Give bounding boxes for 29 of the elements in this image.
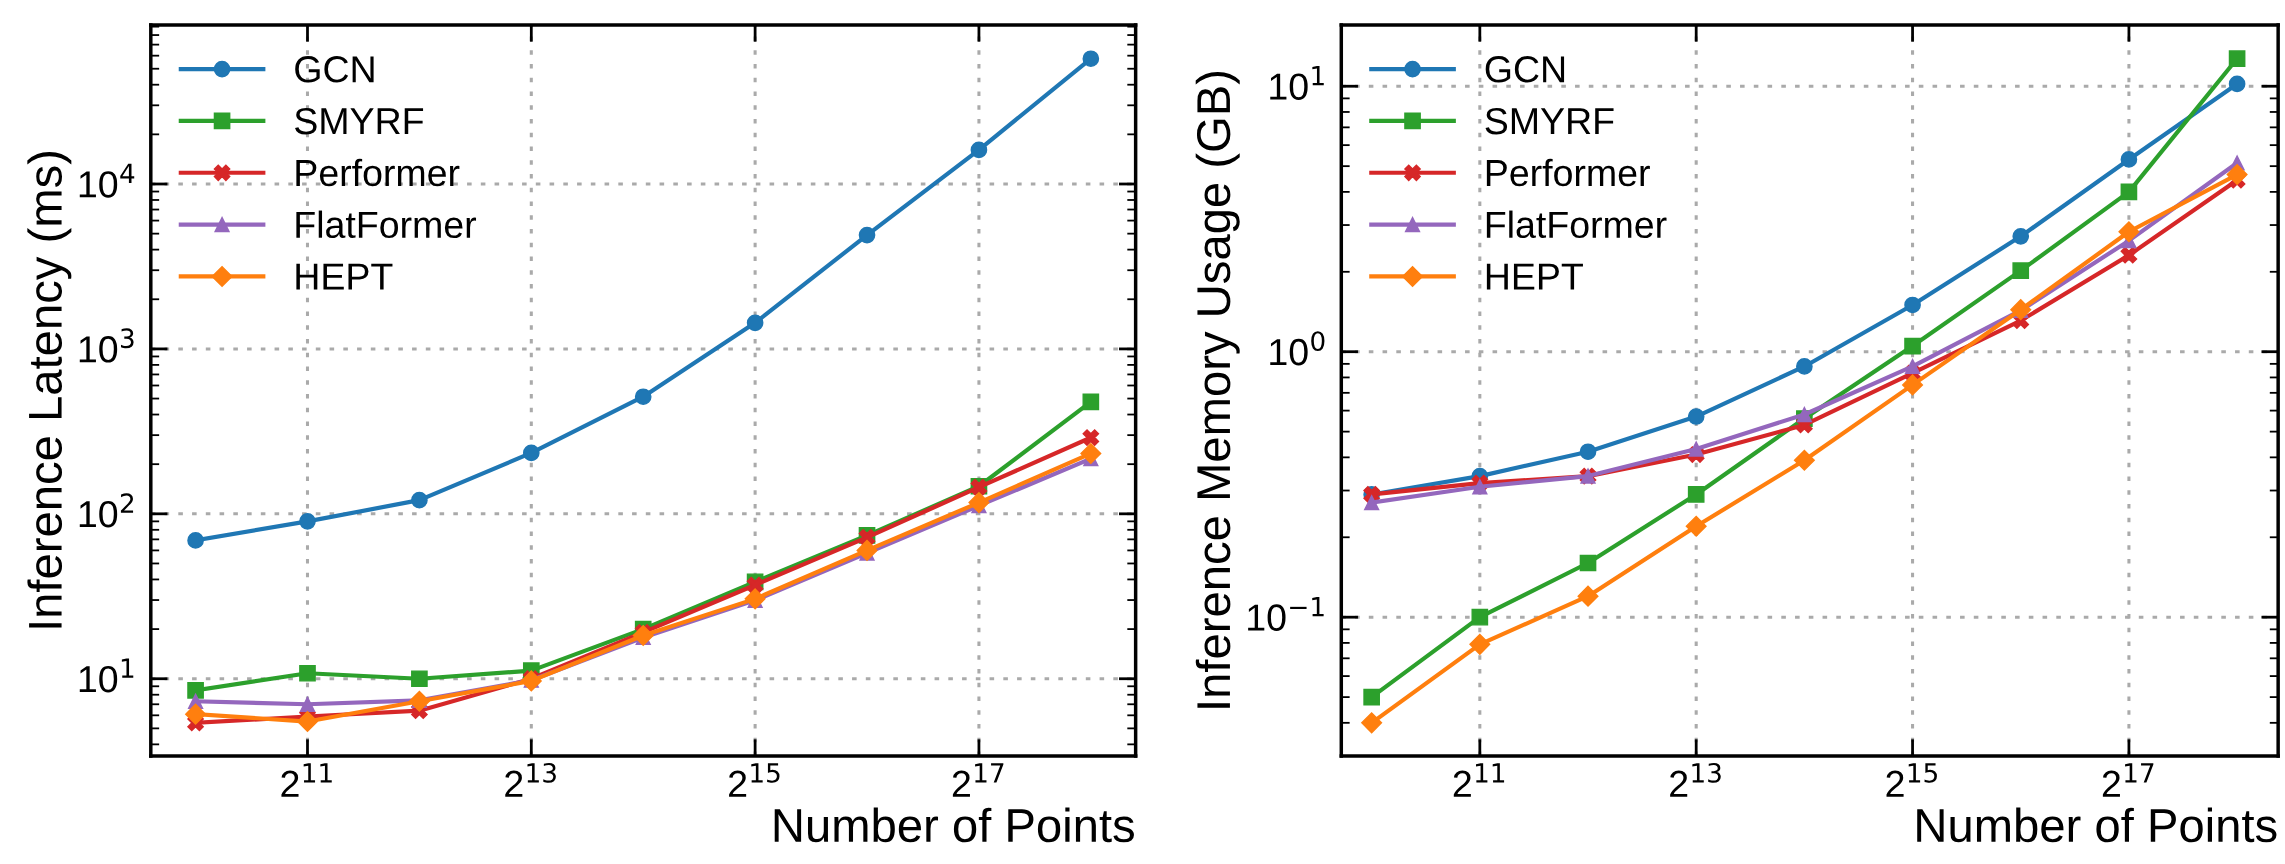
y-tick-label: 10$^{4}$ <box>79 163 135 198</box>
y-axis-title: Inference Memory Usage (GB) <box>1195 71 1240 708</box>
legend-label: FlatFormer <box>296 210 477 239</box>
legend-label: GCN <box>295 56 374 83</box>
legend-label: SMYRF <box>295 107 424 135</box>
x-axis-title: Number of Points <box>1917 807 2277 843</box>
legend-label: GCN <box>1485 56 1565 83</box>
x-tick-label: 2$^{11}$ <box>1453 763 1505 797</box>
x-tick-label: 2$^{17}$ <box>2102 763 2154 797</box>
legend-label: FlatFormer <box>1486 210 1667 239</box>
x-tick-label: 2$^{17}$ <box>952 763 1004 797</box>
y-tick-label: 10$^{3}$ <box>79 328 134 363</box>
y-tick-label: 10$^{1}$ <box>79 658 134 693</box>
legend-label: HEPT <box>296 263 393 290</box>
x-tick-label: 2$^{13}$ <box>1670 762 1721 797</box>
y-tick-label: 10$^{1}$ <box>1270 66 1324 100</box>
legend-label: Performer <box>296 158 460 187</box>
y-axis-title: Inference Latency (ms) <box>27 151 72 628</box>
x-tick-label: 2$^{13}$ <box>505 762 556 797</box>
x-tick-label: 2$^{11}$ <box>281 763 332 797</box>
x-axis-title: Number of Points <box>774 807 1134 843</box>
legend-label: Performer <box>1486 158 1650 187</box>
legend-label: SMYRF <box>1485 107 1614 135</box>
y-tick-label: 10$^{−1}$ <box>1248 597 1324 631</box>
x-tick-label: 2$^{15}$ <box>729 763 780 797</box>
x-tick-label: 2$^{15}$ <box>1886 763 1937 797</box>
y-tick-label: 10$^{0}$ <box>1270 331 1325 366</box>
y-tick-label: 10$^{2}$ <box>79 493 134 528</box>
legend-label: HEPT <box>1486 263 1583 290</box>
